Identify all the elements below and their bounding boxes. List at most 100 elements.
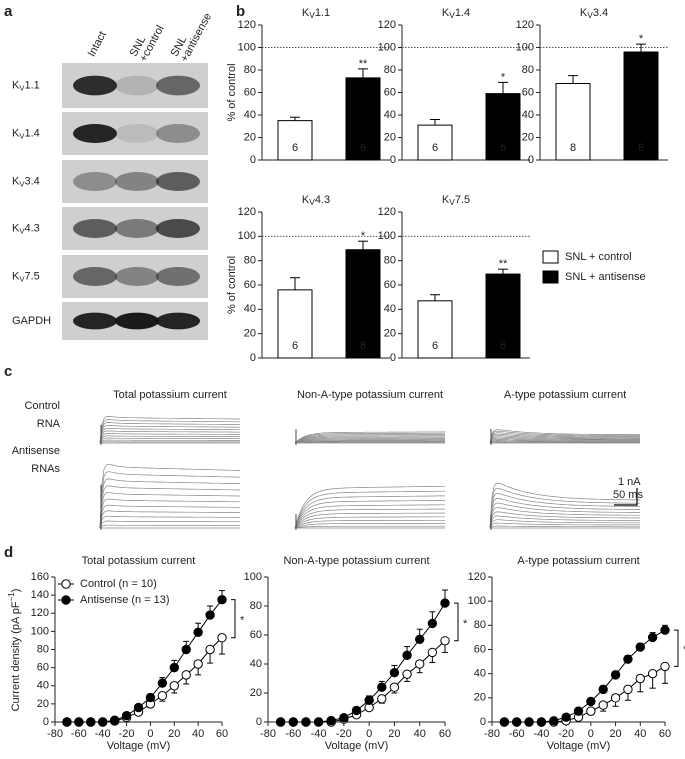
y-tick-label: 0 (256, 716, 262, 728)
trace (294, 519, 445, 529)
scale-label: 50 ms (613, 489, 643, 501)
blot-band (115, 124, 159, 143)
x-tick-label: -20 (336, 728, 352, 740)
significance: * (683, 644, 685, 656)
x-tick-label: 60 (659, 728, 671, 740)
label-sub: V (449, 10, 455, 20)
blot-band (73, 172, 117, 191)
trace (99, 463, 241, 529)
trace (294, 523, 445, 529)
bar (417, 300, 453, 359)
marker (660, 661, 670, 672)
marker (193, 659, 203, 669)
label-suffix: 3.4 (593, 7, 608, 19)
label-sub: V (19, 227, 25, 236)
y-axis-label-end: ) (10, 589, 22, 593)
significance: ** (499, 258, 508, 270)
y-axis-label: % of control (226, 63, 238, 121)
label-base: K (12, 270, 20, 282)
marker (275, 717, 286, 727)
significance: ** (359, 58, 368, 70)
y-axis-label: % of control (226, 256, 238, 314)
y-tick-label: 120 (516, 19, 534, 31)
trace (99, 510, 241, 529)
label: GAPDH (12, 315, 51, 327)
marker (74, 717, 84, 727)
x-tick-label: -60 (509, 728, 525, 740)
trace (294, 495, 445, 529)
y-tick-label: 20 (522, 131, 534, 143)
panel-label: a (4, 3, 13, 20)
y-tick-label: 120 (468, 571, 486, 583)
marker (610, 693, 621, 703)
y-tick-label: 160 (31, 571, 49, 583)
y-tick-label: 40 (384, 303, 396, 315)
trace (294, 525, 445, 529)
trace (489, 487, 640, 529)
y-tick-label: 20 (250, 687, 262, 699)
trace-row-label: Control (25, 400, 60, 412)
y-tick-label: 100 (378, 41, 396, 53)
marker (586, 696, 596, 707)
trace (99, 435, 240, 444)
significance: * (639, 33, 644, 45)
marker (377, 694, 387, 704)
blot-band (73, 267, 117, 286)
significance-bracket (454, 602, 459, 642)
trace (294, 434, 445, 444)
marker (62, 717, 72, 727)
y-tick-label: 60 (250, 629, 262, 641)
n-label: 6 (500, 142, 506, 154)
label-base: K (442, 194, 450, 206)
trace (489, 435, 640, 444)
marker (288, 717, 298, 727)
blot-band (115, 172, 159, 191)
label-base: K (442, 7, 450, 19)
y-tick-label: 40 (244, 303, 256, 315)
trace (489, 515, 640, 529)
label: KV3.4 (580, 7, 608, 20)
trace (489, 436, 640, 444)
y-tick-label: 0 (390, 154, 396, 166)
trace (489, 437, 640, 444)
label-base: GAPDH (12, 315, 51, 327)
x-tick-label: -40 (311, 728, 327, 740)
y-tick-label: 60 (37, 662, 49, 674)
x-tick-label: 0 (588, 728, 594, 740)
y-tick-label: 60 (522, 86, 534, 98)
label-base: K (12, 222, 20, 234)
marker (181, 644, 191, 655)
marker (536, 717, 547, 727)
trace (294, 439, 445, 444)
y-tick-label: 40 (244, 109, 256, 121)
label-sub: V (19, 180, 25, 189)
marker (157, 678, 168, 688)
x-tick-label: 20 (388, 728, 400, 740)
scale-bar (614, 488, 638, 506)
marker (402, 669, 412, 679)
label-suffix: 1.4 (24, 127, 39, 139)
legend-label: SNL + antisense (565, 271, 646, 283)
significance: * (361, 230, 366, 242)
y-axis-label: Current density (pA pF−1) (7, 589, 22, 712)
trace (489, 525, 640, 529)
blot-band (73, 124, 117, 143)
trace (294, 485, 445, 529)
y-tick-label: 80 (474, 619, 486, 631)
label-sub: V (19, 84, 25, 93)
legend-label: Control (n = 10) (80, 578, 157, 590)
x-tick-label: -40 (95, 728, 111, 740)
n-label: 6 (360, 340, 366, 352)
label-suffix: 1.4 (455, 7, 470, 19)
y-tick-label: 120 (238, 19, 256, 31)
trace (489, 439, 640, 444)
marker (157, 691, 168, 701)
trace (99, 498, 240, 529)
x-tick-label: -60 (71, 728, 87, 740)
bar (417, 124, 453, 161)
y-tick-label: 40 (384, 109, 396, 121)
trace (99, 437, 240, 444)
trace (294, 431, 445, 444)
blot-band (115, 75, 159, 96)
chart-title: A-type potassium current (517, 555, 639, 567)
